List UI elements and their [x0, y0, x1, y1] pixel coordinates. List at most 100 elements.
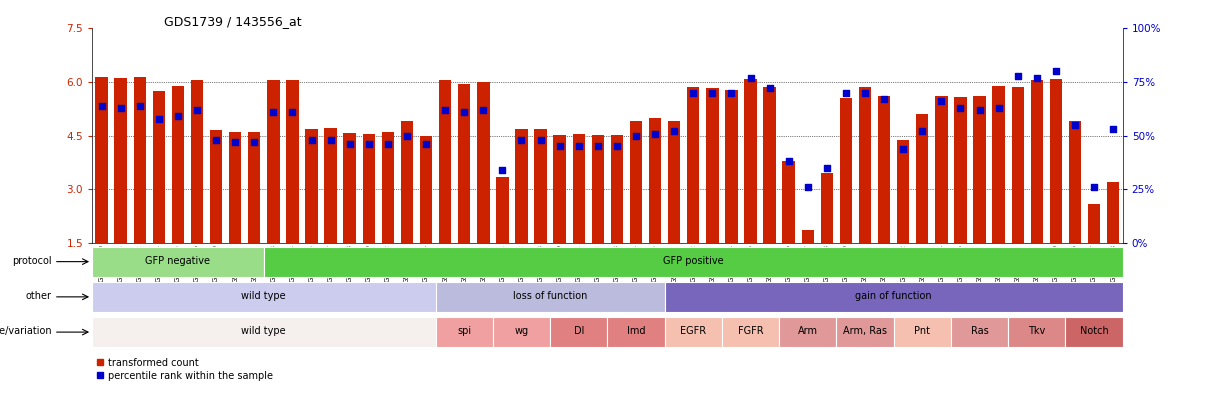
Point	[875, 96, 894, 102]
Bar	[134, 77, 146, 243]
Bar	[573, 134, 585, 243]
Bar	[420, 136, 432, 243]
Point	[340, 141, 360, 147]
Bar	[306, 129, 318, 243]
Bar	[951, 317, 1009, 347]
Text: Pnt: Pnt	[914, 326, 930, 337]
Text: Tkv: Tkv	[1028, 326, 1045, 337]
Point	[531, 137, 551, 143]
Text: Dl: Dl	[573, 326, 584, 337]
Point	[951, 104, 971, 111]
Bar	[649, 118, 661, 243]
Bar	[96, 77, 108, 243]
Bar	[893, 317, 951, 347]
Point	[550, 143, 569, 150]
Point	[512, 137, 531, 143]
Point	[836, 90, 855, 96]
Bar	[190, 80, 204, 243]
Point	[817, 164, 837, 171]
Bar	[665, 317, 721, 347]
Bar	[1049, 79, 1063, 243]
Bar	[553, 135, 566, 243]
Bar	[248, 132, 260, 243]
Bar	[152, 91, 164, 243]
Text: FGFR: FGFR	[737, 326, 763, 337]
Bar	[665, 282, 1123, 312]
Text: Arm: Arm	[798, 326, 817, 337]
Bar	[210, 130, 222, 243]
Bar	[550, 317, 607, 347]
Bar	[687, 87, 699, 243]
Point	[188, 107, 207, 113]
Bar	[458, 84, 470, 243]
Point	[569, 143, 589, 150]
Text: GDS1739 / 143556_at: GDS1739 / 143556_at	[164, 15, 302, 28]
Bar	[436, 282, 665, 312]
Point	[436, 107, 455, 113]
Point	[1065, 122, 1085, 128]
Bar	[92, 247, 264, 277]
Point	[893, 145, 913, 152]
Bar	[725, 90, 737, 243]
Point	[683, 90, 703, 96]
Point	[741, 75, 761, 81]
Bar	[721, 317, 779, 347]
Point	[282, 109, 302, 115]
Text: EGFR: EGFR	[680, 326, 707, 337]
Text: Arm, Ras: Arm, Ras	[843, 326, 887, 337]
Bar	[1069, 122, 1081, 243]
Point	[244, 139, 264, 145]
Bar	[897, 140, 909, 243]
Bar	[783, 162, 795, 243]
Bar	[917, 114, 929, 243]
Text: Notch: Notch	[1080, 326, 1108, 337]
Bar	[286, 80, 298, 243]
Point	[320, 137, 340, 143]
Bar	[477, 82, 490, 243]
Point	[1085, 184, 1104, 190]
Point	[703, 90, 723, 96]
Bar	[667, 121, 680, 243]
Text: wg: wg	[514, 326, 529, 337]
Bar	[436, 317, 493, 347]
Point	[92, 102, 112, 109]
Bar	[973, 96, 985, 243]
Bar	[629, 122, 642, 243]
Point	[798, 184, 817, 190]
Point	[607, 143, 627, 150]
Bar	[607, 317, 665, 347]
Point	[588, 143, 607, 150]
Text: wild type: wild type	[242, 291, 286, 301]
Bar	[172, 85, 184, 243]
Point	[626, 132, 645, 139]
Bar	[267, 80, 280, 243]
Bar	[801, 230, 814, 243]
Bar	[1031, 80, 1043, 243]
Point	[130, 102, 150, 109]
Point	[454, 109, 474, 115]
Bar	[611, 135, 623, 243]
Point	[474, 107, 493, 113]
Point	[1103, 126, 1123, 132]
Bar	[324, 128, 336, 243]
Point	[378, 141, 398, 147]
Point	[148, 115, 168, 122]
Text: spi: spi	[458, 326, 471, 337]
Point	[206, 137, 226, 143]
Bar	[493, 317, 550, 347]
Text: wild type: wild type	[242, 326, 286, 337]
Point	[931, 98, 951, 104]
Point	[969, 107, 989, 113]
Text: Imd: Imd	[627, 326, 645, 337]
Bar	[1107, 182, 1119, 243]
Point	[168, 113, 188, 119]
Bar	[993, 86, 1005, 243]
Text: GFP positive: GFP positive	[663, 256, 724, 266]
Text: gain of function: gain of function	[855, 291, 933, 301]
Point	[913, 128, 933, 134]
Bar	[591, 135, 604, 243]
Point	[760, 85, 779, 92]
Point	[779, 158, 799, 165]
Bar	[821, 173, 833, 243]
Point	[989, 104, 1009, 111]
